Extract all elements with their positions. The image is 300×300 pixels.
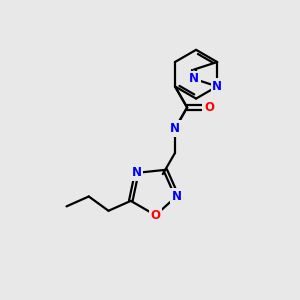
Text: N: N — [170, 122, 180, 135]
Text: O: O — [151, 209, 160, 222]
Text: N: N — [189, 72, 199, 86]
Text: N: N — [212, 80, 222, 93]
Text: N: N — [172, 190, 182, 202]
Text: N: N — [132, 167, 142, 179]
Text: O: O — [204, 101, 214, 114]
